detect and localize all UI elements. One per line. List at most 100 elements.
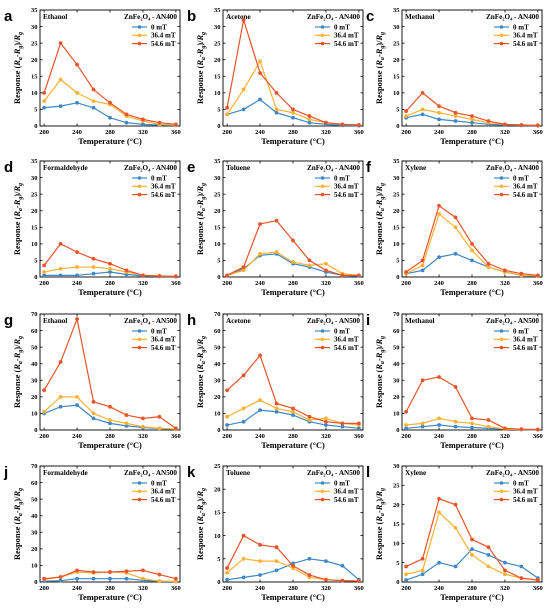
y-tick-label: 30	[393, 377, 400, 384]
legend-swatch-marker	[320, 329, 325, 333]
y-tick-label: 0	[396, 274, 399, 281]
x-tick-label: 280	[467, 129, 477, 136]
legend-label: 0 mT	[334, 327, 350, 335]
y-tick-label: 35	[214, 158, 221, 165]
legend-swatch-marker	[499, 489, 504, 494]
legend-swatch-marker	[137, 497, 142, 502]
y-tick-label: 30	[214, 175, 221, 182]
data-point	[173, 122, 178, 127]
x-tick-label: 200	[401, 129, 411, 136]
panel-letter: c	[366, 8, 374, 25]
y-tick-label: 0	[34, 427, 37, 434]
x-tick-label: 280	[288, 129, 298, 136]
x-tick-label: 240	[72, 585, 82, 592]
data-point	[437, 560, 441, 565]
data-point	[58, 273, 63, 278]
legend-swatch-marker	[320, 497, 325, 502]
data-point	[340, 421, 345, 426]
data-point	[437, 416, 441, 421]
legend-swatch-marker	[137, 176, 142, 180]
data-point	[58, 404, 63, 409]
legend-swatch-marker	[320, 184, 325, 189]
x-tick-label: 200	[39, 129, 49, 136]
data-point	[340, 122, 345, 127]
legend-swatch-marker	[499, 41, 504, 46]
panel-letter: l	[366, 464, 370, 481]
legend-swatch-marker	[137, 33, 142, 38]
data-point	[274, 406, 279, 411]
data-point	[503, 572, 507, 577]
legend-label: 0 mT	[513, 23, 529, 31]
data-point	[340, 578, 345, 583]
x-tick-label: 360	[354, 280, 364, 287]
data-point	[307, 120, 312, 125]
data-point	[58, 241, 63, 246]
panel-h: h 0 10 20 30 40 50 60 70 200 240 280 320 360 Temperatu…	[187, 311, 364, 450]
data-point	[437, 423, 441, 427]
y-tick-label: 15	[393, 521, 400, 528]
panel-c: c 0 5 10 15 20 25 30 35 200 240 280 320 360 Temperatur…	[366, 7, 543, 146]
data-point	[225, 570, 230, 575]
data-point	[173, 576, 178, 581]
legend-swatch-marker	[499, 33, 504, 38]
data-point	[437, 510, 441, 515]
data-point	[486, 564, 491, 569]
data-point	[356, 273, 361, 278]
data-point	[58, 575, 63, 579]
legend-swatch-marker	[320, 192, 325, 197]
data-point	[108, 421, 112, 426]
data-point	[75, 90, 79, 95]
y-tick-label: 10	[214, 533, 221, 540]
x-tick-label: 280	[105, 129, 115, 136]
x-axis-label: Temperature (°C)	[261, 137, 325, 146]
legend-label: 54.6 mT	[151, 191, 176, 199]
y-tick-label: 15	[31, 224, 38, 231]
panel-material-label: ZnFe₂O₄ - AN400	[486, 13, 539, 21]
y-tick-label: 70	[393, 311, 400, 318]
y-axis-label: Response (Ra-Rg)/Rg	[196, 32, 207, 104]
y-axis-label: Response (Ra-Rg)/Rg	[13, 488, 24, 560]
y-tick-label: 70	[31, 311, 38, 318]
data-point	[470, 547, 474, 552]
panel-gas-title: Acetone	[226, 317, 251, 325]
data-point	[75, 100, 79, 105]
data-point	[519, 271, 524, 276]
panel-gas-title: Toluene	[226, 469, 250, 477]
y-tick-label: 25	[31, 40, 38, 47]
data-point	[503, 426, 507, 431]
data-point	[173, 579, 178, 584]
data-point	[535, 123, 540, 128]
y-tick-label: 15	[214, 224, 221, 231]
data-point	[274, 409, 279, 414]
data-point	[420, 112, 425, 117]
y-tick-label: 20	[393, 208, 400, 215]
data-point	[42, 105, 47, 110]
y-tick-label: 60	[31, 480, 38, 487]
data-point	[340, 563, 345, 568]
y-tick-label: 10	[214, 411, 221, 418]
data-point	[157, 579, 162, 584]
data-point	[141, 568, 145, 573]
y-tick-label: 0	[34, 274, 37, 281]
x-tick-label: 280	[467, 585, 477, 592]
y-tick-label: 15	[393, 73, 400, 80]
data-point	[274, 559, 279, 564]
data-point	[91, 570, 96, 574]
x-tick-label: 240	[434, 585, 444, 592]
y-tick-label: 35	[393, 158, 400, 165]
panel-gas-title: Toluene	[226, 164, 250, 172]
data-point	[307, 117, 312, 122]
x-tick-label: 320	[321, 280, 331, 287]
data-point	[420, 556, 425, 561]
data-point	[453, 110, 458, 115]
x-tick-label: 240	[434, 129, 444, 136]
x-tick-label: 320	[500, 280, 510, 287]
data-point	[535, 273, 540, 278]
legend-swatch-marker	[137, 41, 142, 46]
data-point	[58, 266, 63, 271]
legend-swatch-marker	[137, 192, 142, 197]
y-tick-label: 15	[393, 224, 400, 231]
data-point	[42, 388, 47, 393]
data-point	[108, 115, 112, 120]
data-point	[437, 110, 441, 115]
